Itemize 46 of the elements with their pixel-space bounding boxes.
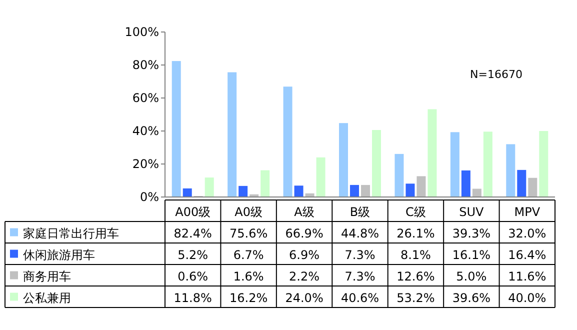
data-label: 6.9% xyxy=(289,248,320,262)
data-label: 1.6% xyxy=(233,269,264,284)
data-label: 5.2% xyxy=(178,248,208,262)
y-tick-label: 40% xyxy=(132,124,159,138)
data-label: 16.4% xyxy=(508,248,546,262)
data-label: 5.0% xyxy=(456,269,487,284)
data-label: 7.3% xyxy=(344,248,376,262)
x-tick-label: MPV xyxy=(514,204,541,219)
legend-label: 休闲旅游用车 xyxy=(23,248,95,262)
x-tick-label: A0级 xyxy=(234,204,262,219)
data-label: 11.6% xyxy=(508,269,546,284)
y-tick-label: 20% xyxy=(132,157,159,171)
data-label: 2.2% xyxy=(289,269,320,284)
x-tick-label: A00级 xyxy=(175,204,211,219)
data-label: 11.8% xyxy=(174,290,212,305)
annotation: N=16670 xyxy=(470,68,522,81)
data-label: 16.1% xyxy=(452,248,490,262)
data-label: 39.3% xyxy=(452,226,490,240)
x-tick-label: A级 xyxy=(294,204,314,219)
data-label: 26.1% xyxy=(396,226,435,240)
data-label: 8.1% xyxy=(400,248,431,262)
data-label: 7.3% xyxy=(344,269,376,284)
data-label: 44.8% xyxy=(340,226,380,240)
legend-label: 家庭日常出行用车 xyxy=(23,226,119,240)
x-tick-label: C级 xyxy=(406,204,426,219)
data-label: 40.6% xyxy=(340,290,380,305)
data-label: 82.4% xyxy=(174,226,212,240)
x-tick-label: SUV xyxy=(459,204,485,219)
data-label: 6.7% xyxy=(233,248,264,262)
data-label: 12.6% xyxy=(396,269,435,284)
data-label: 0.6% xyxy=(178,269,208,284)
y-tick-label: 80% xyxy=(132,58,159,72)
data-label: 39.6% xyxy=(452,290,490,305)
data-label: 75.6% xyxy=(230,226,268,240)
data-label: 40.0% xyxy=(508,290,546,305)
y-tick-label: 60% xyxy=(132,91,159,105)
data-label: 53.2% xyxy=(396,290,435,305)
data-label: 24.0% xyxy=(285,290,324,305)
x-tick-label: B级 xyxy=(350,204,370,219)
data-label: 66.9% xyxy=(285,226,324,240)
data-label: 16.2% xyxy=(230,290,268,305)
data-label: 32.0% xyxy=(508,226,546,240)
legend-label: 公私兼用 xyxy=(23,290,71,305)
y-tick-label: 100% xyxy=(124,25,159,39)
legend-label: 商务用车 xyxy=(23,269,71,284)
y-tick-label: 0% xyxy=(140,190,159,204)
